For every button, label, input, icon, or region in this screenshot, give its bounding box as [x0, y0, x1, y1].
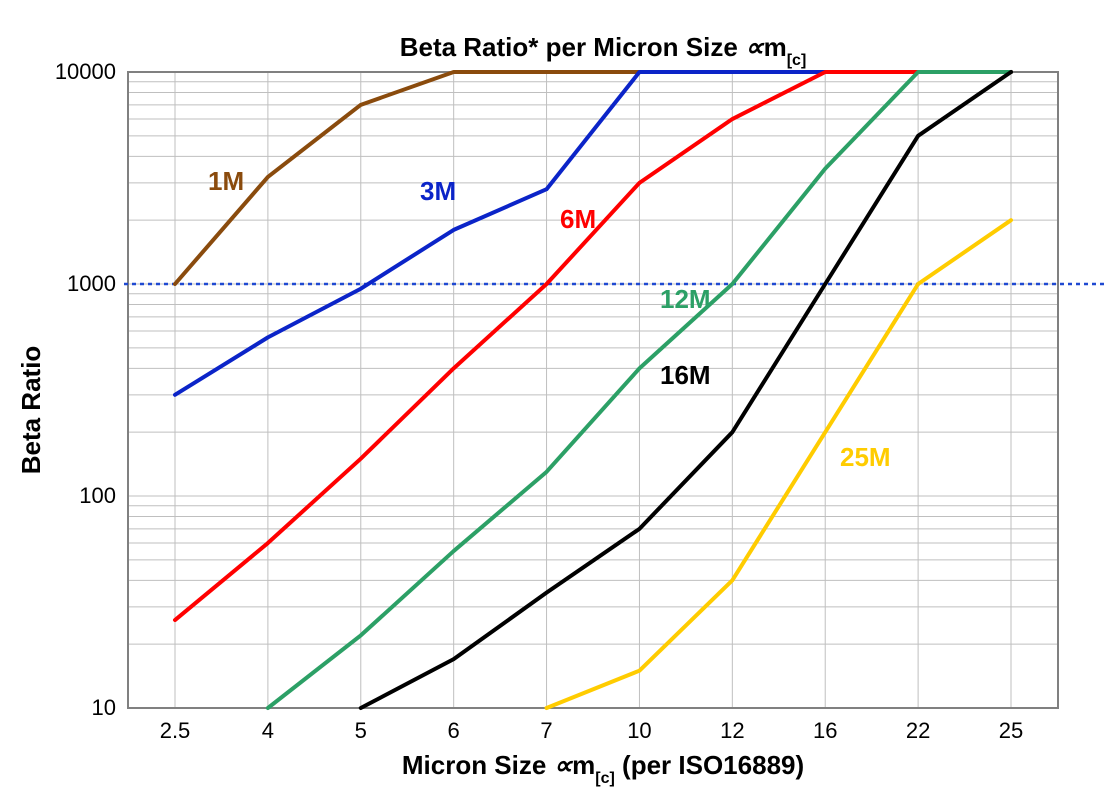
x-tick-label: 5 [355, 718, 367, 743]
y-tick-label: 10 [92, 695, 116, 720]
x-tick-label: 7 [540, 718, 552, 743]
beta-ratio-chart: 1M 3M 6M 12M 16M 25M 10 100 1000 10000 2.5 4 5 6 7 10 12… [0, 0, 1116, 804]
x-tick-label: 22 [906, 718, 930, 743]
series-label-1M: 1M [208, 166, 244, 196]
x-tick-label: 10 [627, 718, 651, 743]
x-tick-label: 6 [448, 718, 460, 743]
series-label-3M: 3M [420, 176, 456, 206]
x-tick-label: 25 [999, 718, 1023, 743]
x-tick-label: 4 [262, 718, 274, 743]
y-tick-label: 1000 [67, 271, 116, 296]
y-tick-label: 10000 [55, 59, 116, 84]
x-tick-label: 16 [813, 718, 837, 743]
y-axis-label: Beta Ratio [16, 346, 46, 475]
series-label-6M: 6M [560, 204, 596, 234]
series-label-16M: 16M [660, 360, 711, 390]
series-label-25M: 25M [840, 442, 891, 472]
x-tick-label: 2.5 [160, 718, 191, 743]
x-tick-label: 12 [720, 718, 744, 743]
y-tick-label: 100 [79, 483, 116, 508]
series-label-12M: 12M [660, 284, 711, 314]
